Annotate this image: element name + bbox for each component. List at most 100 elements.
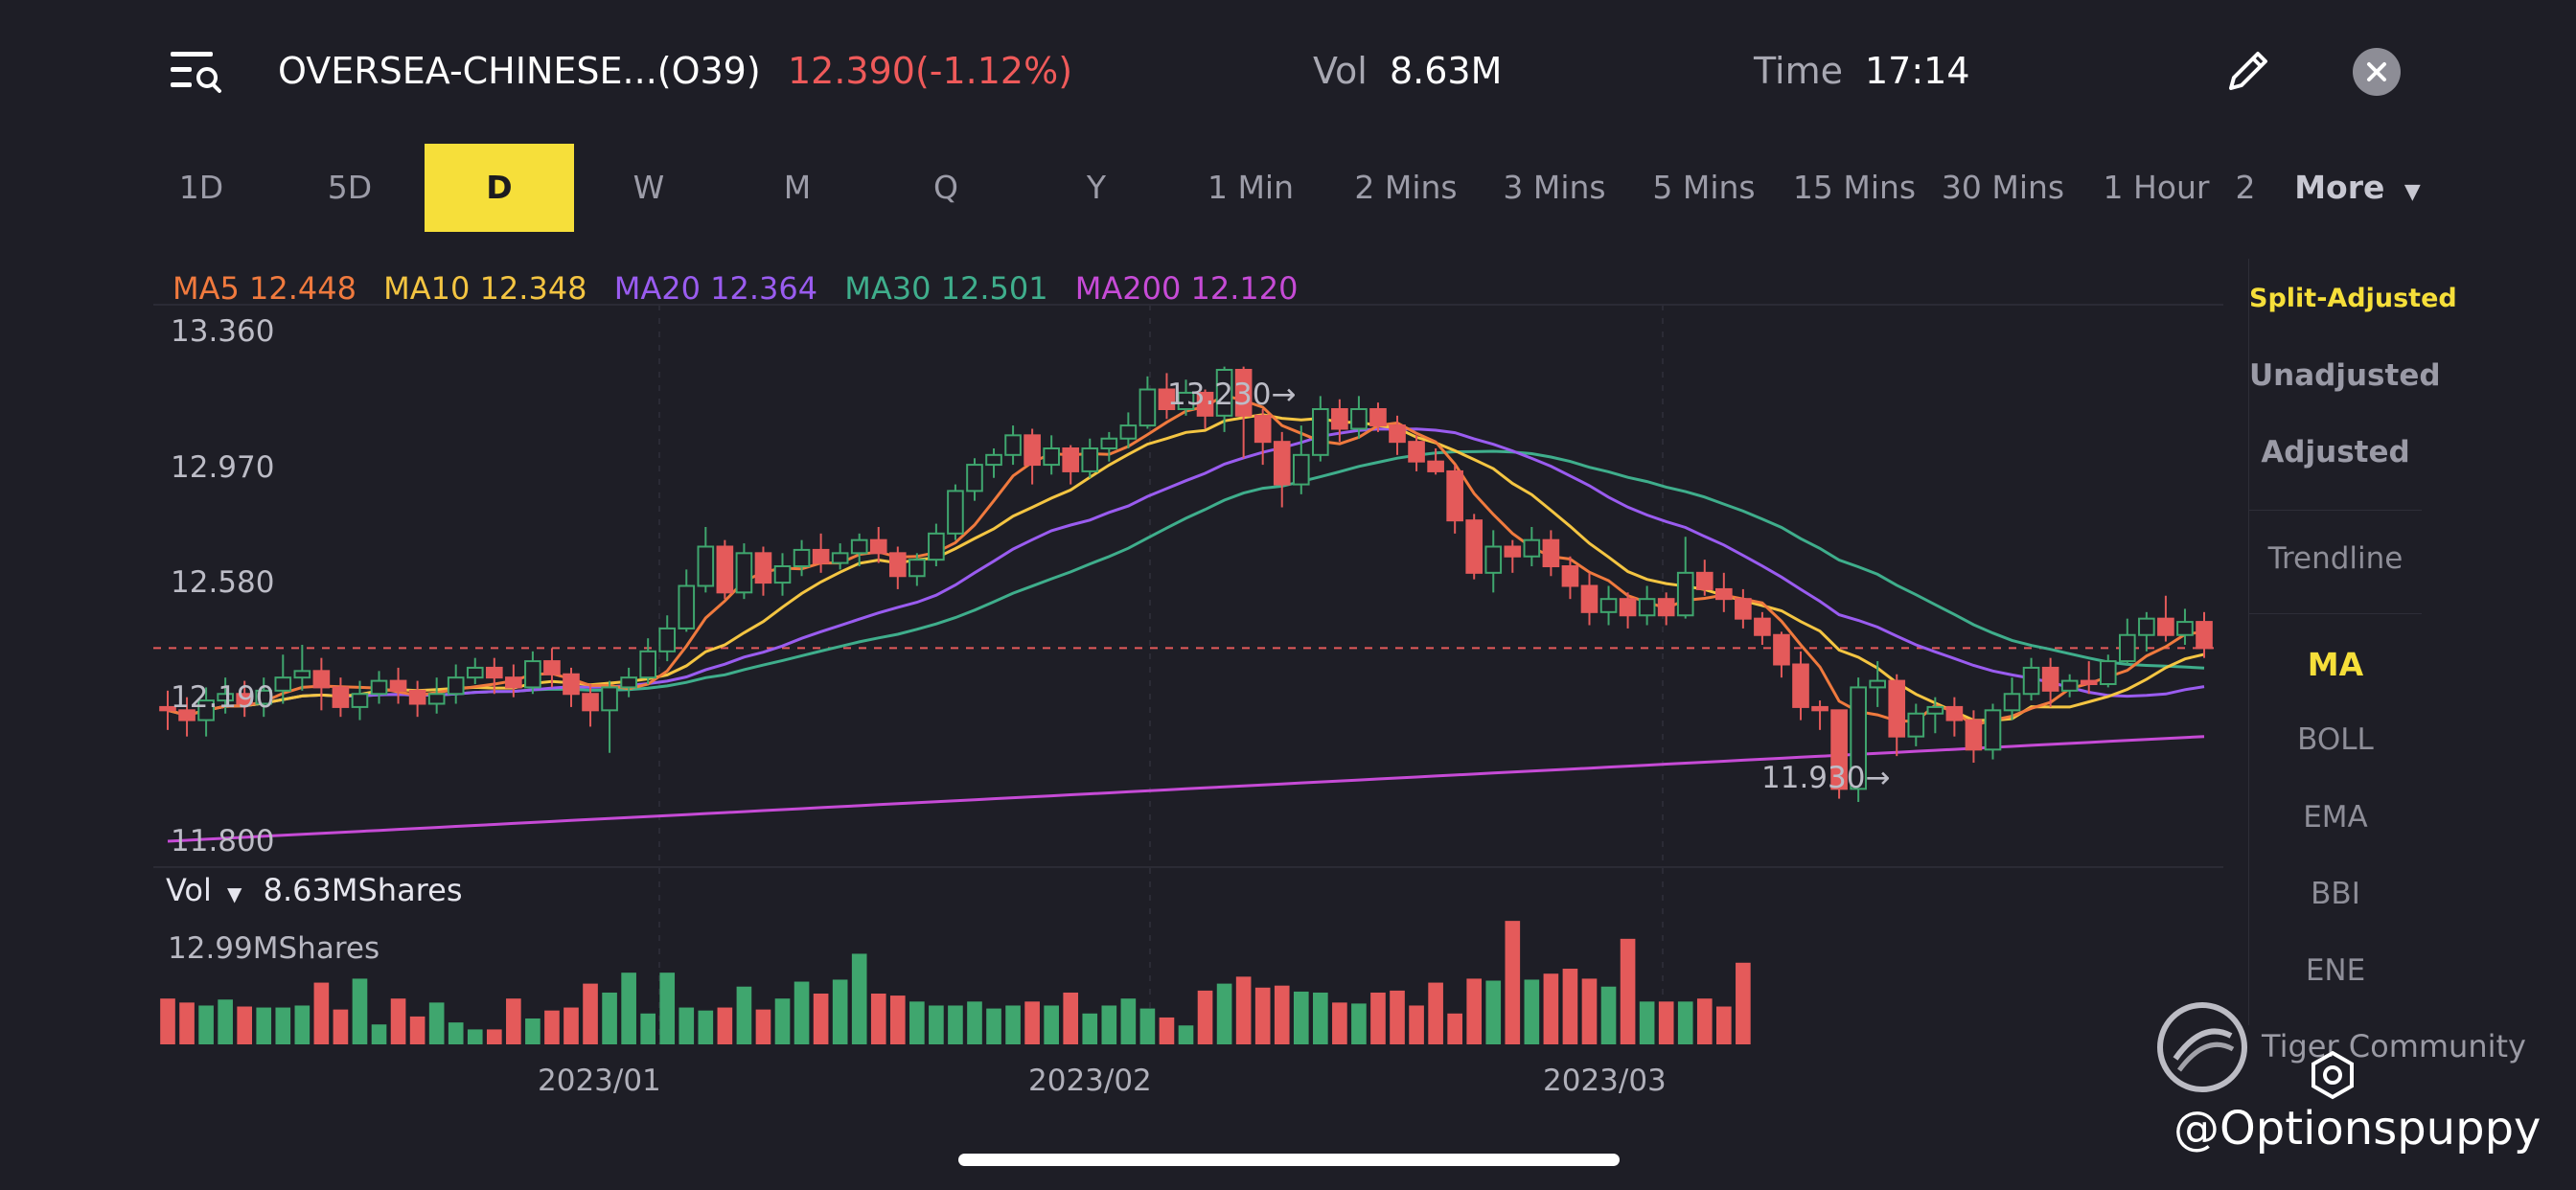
tab-5d[interactable]: 5D [327, 169, 373, 206]
volume-bar [986, 1008, 1001, 1044]
tab-2-mins[interactable]: 2 Mins [1354, 169, 1458, 206]
candle-body [1638, 598, 1656, 617]
volume-bar [1716, 1006, 1732, 1044]
volume-bar [948, 1005, 963, 1044]
indicator-ma[interactable]: MA [2307, 646, 2364, 683]
candle-body [1542, 538, 1560, 568]
tab-y[interactable]: Y [1086, 169, 1107, 206]
candle-body [563, 673, 580, 696]
volume-bar [448, 1022, 464, 1044]
volume-bar [409, 1016, 426, 1044]
tab-1-min[interactable]: 1 Min [1207, 169, 1295, 206]
tab-5-mins[interactable]: 5 Mins [1652, 169, 1756, 206]
volume-bar [1543, 973, 1559, 1044]
menu-search-button[interactable] [169, 46, 222, 96]
tab-m[interactable]: M [783, 169, 812, 206]
candle-body [850, 538, 868, 555]
candle-body [735, 552, 753, 594]
arrow-right-icon: → [1865, 761, 1891, 795]
indicator-boll[interactable]: BOLL [2297, 722, 2374, 757]
vol-label: Vol [1313, 50, 1368, 92]
volume-bar [1120, 998, 1137, 1044]
volume-bar [1044, 1005, 1059, 1044]
volume-bar [371, 1024, 387, 1044]
volume-bar [1696, 998, 1713, 1044]
candle-body [639, 650, 656, 679]
candle-body [1408, 441, 1425, 463]
indicator-bbi[interactable]: BBI [2311, 877, 2360, 911]
candle-body [485, 666, 503, 679]
volume-bar [640, 1013, 656, 1044]
volume-bar [256, 1007, 272, 1044]
tab-15-mins[interactable]: 15 Mins [1792, 169, 1917, 206]
candle-body [1773, 633, 1790, 666]
candle-body [812, 548, 830, 564]
volume-header[interactable]: Vol ▼ 8.63MShares [166, 872, 462, 908]
volume-bar [755, 1009, 771, 1044]
volume-bar [967, 1001, 982, 1044]
more-button[interactable]: More ▼ [2281, 144, 2434, 232]
candle-body [1081, 447, 1099, 472]
volume-bar [428, 1002, 445, 1044]
volume-max-label: 12.99MShares [168, 931, 380, 966]
edit-button[interactable] [2225, 46, 2273, 94]
volume-bar [333, 1009, 349, 1044]
candle-body [658, 627, 677, 652]
candle-body [159, 705, 176, 712]
volume-bar [1063, 992, 1079, 1044]
home-indicator[interactable] [958, 1154, 1620, 1166]
tab-30-mins[interactable]: 30 Mins [1941, 169, 2065, 206]
candle-body [1695, 571, 1714, 590]
volume-bar [1600, 986, 1617, 1044]
tab-d[interactable]: D [425, 144, 574, 232]
volume-bar [1736, 962, 1751, 1044]
candle-body [1215, 369, 1233, 417]
volume-bar [294, 1005, 310, 1044]
low-annotation: 11.930→ [1761, 761, 1890, 795]
indicator-ene[interactable]: ENE [2305, 953, 2366, 988]
time-label: Time [1754, 50, 1843, 92]
candle-body [2080, 679, 2098, 685]
indicator-ema[interactable]: EMA [2303, 800, 2368, 835]
candle-body [1792, 663, 1809, 708]
volume-bar [1216, 983, 1232, 1044]
tab-q[interactable]: Q [933, 169, 958, 206]
high-value: 13.230 [1167, 378, 1272, 412]
price-axis-label: 12.190 [171, 680, 275, 715]
tab-2-hours[interactable]: 2 [2235, 169, 2256, 206]
adjusted-option[interactable]: Adjusted [2261, 435, 2410, 469]
volume-bar [1293, 991, 1309, 1044]
candle-body [351, 693, 369, 708]
volume-bar [717, 1007, 733, 1044]
tab-w[interactable]: W [632, 169, 665, 206]
volume-bar [467, 1029, 483, 1044]
trendline-option[interactable]: Trendline [2267, 541, 2404, 576]
close-button[interactable] [2353, 48, 2401, 96]
divider [2249, 510, 2422, 511]
candle-body [1177, 391, 1195, 410]
volume-bar [678, 1007, 695, 1044]
volume-label: Vol [166, 872, 212, 908]
settings-button[interactable] [2308, 1050, 2358, 1100]
candle-body [754, 552, 772, 584]
volume-bar [1485, 980, 1502, 1044]
candle-body [2041, 666, 2059, 692]
volume-bar [1428, 982, 1443, 1044]
unadjusted-option[interactable]: Unadjusted [2249, 358, 2441, 393]
candle-body [601, 686, 618, 712]
volume-bar [1639, 1001, 1655, 1044]
date-label: 2023/01 [538, 1064, 661, 1098]
candle-body [1158, 388, 1176, 410]
tab-1-hour[interactable]: 1 Hour [2103, 169, 2210, 206]
split-adjusted-option[interactable]: Split-Adjusted [2249, 284, 2457, 313]
tab-1d[interactable]: 1D [178, 169, 224, 206]
volume-bar [698, 1010, 714, 1044]
volume-bar [1197, 990, 1213, 1044]
price-axis-label: 12.970 [171, 450, 275, 485]
candle-body [1024, 434, 1041, 467]
stock-name[interactable]: OVERSEA-CHINESE...(O39) [278, 50, 761, 92]
tab-3-mins[interactable]: 3 Mins [1503, 169, 1606, 206]
volume-bar [774, 998, 791, 1044]
candle-body [1100, 437, 1118, 449]
